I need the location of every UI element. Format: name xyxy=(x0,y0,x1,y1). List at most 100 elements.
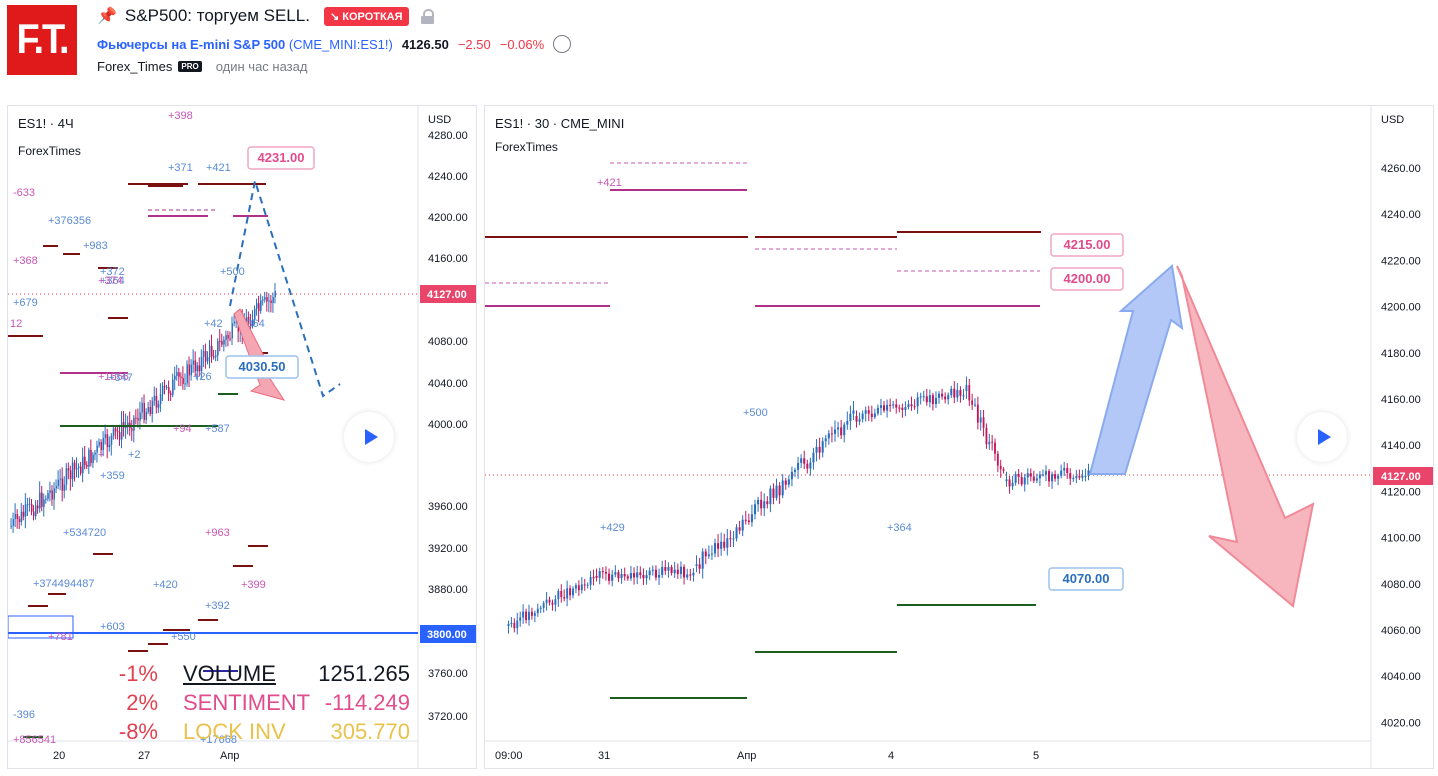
symbol-link[interactable]: Фьючерсы на E-mini S&P 500 (CME_MINI:ES1… xyxy=(97,36,393,52)
candle-body xyxy=(539,607,542,609)
candle-body xyxy=(747,520,750,523)
candle-body xyxy=(889,404,892,406)
candle-body xyxy=(1057,475,1060,479)
candle-body xyxy=(20,511,23,523)
play-button[interactable] xyxy=(1297,412,1347,462)
sell-arrow-icon xyxy=(1176,265,1315,608)
candle-body xyxy=(65,468,68,485)
candle-body xyxy=(797,462,800,470)
candle-body xyxy=(720,541,723,549)
price-annotation: +17668 xyxy=(200,734,237,746)
candle-body xyxy=(151,400,154,414)
candle-body xyxy=(245,317,248,325)
candle-body xyxy=(59,478,62,480)
candle-body xyxy=(1038,474,1041,479)
candle-body xyxy=(247,317,250,322)
price-annotation: +679 xyxy=(13,297,38,309)
candle-body xyxy=(194,360,197,372)
candle-body xyxy=(202,350,205,357)
candle-body xyxy=(922,396,925,398)
candle-body xyxy=(713,543,717,554)
left-chart-panel[interactable]: USD 4280.00 4240.00 4200.00 4160.00 4080.00 40… xyxy=(7,105,477,769)
candle-body xyxy=(611,574,614,581)
price-tick: 4000.00 xyxy=(428,419,468,431)
candle-body xyxy=(931,395,934,405)
candle-body xyxy=(787,479,790,485)
candle-body xyxy=(692,572,695,576)
candle-body xyxy=(274,291,276,298)
candle-body xyxy=(55,485,58,489)
time-tick: Апр xyxy=(220,750,239,762)
candle-body xyxy=(190,364,193,376)
play-button[interactable] xyxy=(344,412,394,462)
right-chart-canvas[interactable]: USD 4260.00 4240.00 4220.00 4200.00 4180.00 41… xyxy=(485,106,1433,768)
price-tick: 4100.00 xyxy=(1381,533,1421,545)
candle-body xyxy=(223,339,225,345)
author-name[interactable]: Forex_Times xyxy=(97,59,173,74)
candle-body xyxy=(654,569,657,578)
candle-body xyxy=(738,527,741,531)
candle-body xyxy=(1084,475,1087,477)
candle-body xyxy=(533,613,536,616)
candle-body xyxy=(211,345,213,357)
candle-body xyxy=(166,387,168,389)
candle-body xyxy=(673,569,676,574)
price-annotation: +534720 xyxy=(63,527,106,539)
candle-body xyxy=(49,490,51,493)
candle-body xyxy=(1005,479,1008,481)
candle-body xyxy=(118,432,121,440)
candle-body xyxy=(574,585,577,589)
candle-body xyxy=(898,407,901,409)
candle-body xyxy=(143,402,145,420)
candle-body xyxy=(962,395,965,397)
candle-body xyxy=(104,434,107,438)
support-price-badge xyxy=(420,625,476,643)
candle-body xyxy=(580,584,583,591)
price-annotation: 12 xyxy=(10,318,22,330)
price-change: −2.50 xyxy=(457,36,491,52)
candle-body xyxy=(35,505,37,517)
price-annotation: +347 xyxy=(108,372,133,384)
candle-body xyxy=(651,569,654,571)
price-tick: 3720.00 xyxy=(428,711,468,723)
candle-body xyxy=(925,396,928,403)
candle-body xyxy=(1063,468,1066,471)
candle-body xyxy=(757,499,760,505)
support-price-label: 3800.00 xyxy=(427,629,467,641)
current-price-label: 4127.00 xyxy=(427,289,467,301)
candle-body xyxy=(658,574,661,578)
left-chart-canvas[interactable]: USD 4280.00 4240.00 4200.00 4160.00 4080.00 40… xyxy=(8,106,476,768)
candle-body xyxy=(554,599,557,605)
candle-body xyxy=(71,462,74,480)
candle-body xyxy=(858,419,861,422)
candle-body xyxy=(94,452,96,455)
candle-body xyxy=(536,608,539,614)
candle-body xyxy=(264,297,266,300)
forex-times-logo[interactable]: F.T. xyxy=(7,5,77,75)
time-tick: 20 xyxy=(53,750,65,762)
price-annotation: +372 xyxy=(100,266,125,278)
candle-body xyxy=(82,456,84,474)
pin-icon: 📌 xyxy=(97,8,117,25)
candle-body xyxy=(102,437,105,451)
short-badge[interactable]: ↘ КОРОТКАЯ xyxy=(323,6,409,26)
price-annotation: +392 xyxy=(205,600,230,612)
candle-body xyxy=(225,334,227,340)
candle-body xyxy=(12,519,15,526)
pro-badge: PRO xyxy=(178,61,202,72)
candle-body xyxy=(741,519,744,531)
candle-body xyxy=(614,572,617,575)
alarm-clock-icon[interactable] xyxy=(553,35,572,53)
candle-body xyxy=(1054,474,1057,479)
candle-body xyxy=(24,504,27,517)
title-row: 📌 S&P500: торгуем SELL. ↘ КОРОТКАЯ xyxy=(97,6,434,26)
candle-body xyxy=(108,444,111,447)
time-tick: 5 xyxy=(1033,750,1039,762)
price-tick: 4240.00 xyxy=(428,171,468,183)
price-tick: 4040.00 xyxy=(1381,671,1421,683)
candle-body xyxy=(1051,474,1054,482)
right-chart-panel[interactable]: USD 4260.00 4240.00 4220.00 4200.00 4180.00 41… xyxy=(484,105,1434,769)
candle-body xyxy=(1066,468,1069,474)
price-tick: 4160.00 xyxy=(428,253,468,265)
candle-body xyxy=(208,345,211,358)
